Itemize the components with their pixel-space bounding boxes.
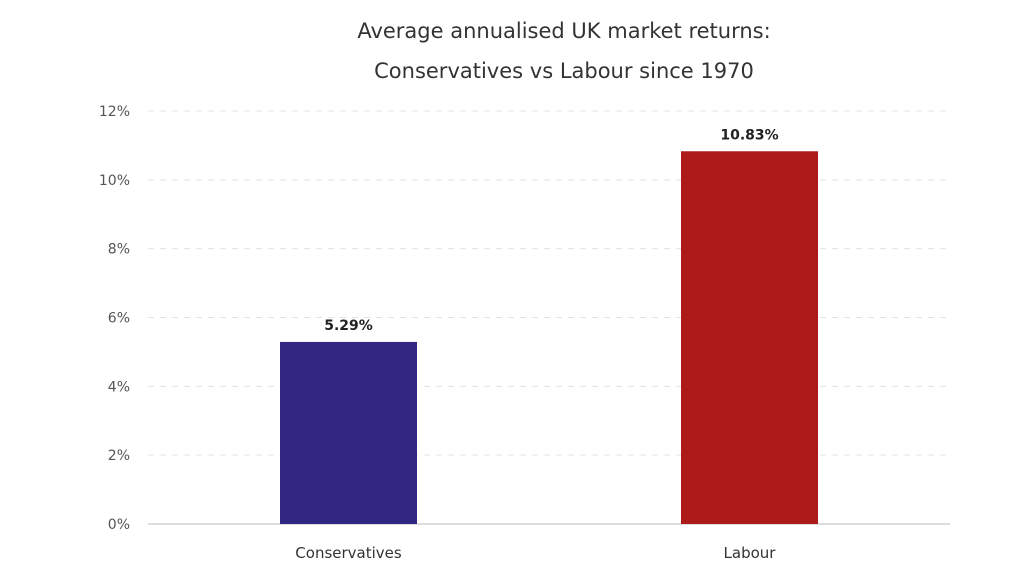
y-tick-label: 0% [108,517,130,533]
bar-conservatives [280,341,417,524]
x-tick-label: Labour [724,544,777,562]
y-tick-label: 6% [108,311,130,327]
y-tick-label: 4% [108,379,130,395]
data-label: 10.83% [720,127,778,143]
y-tick-label: 2% [108,448,130,464]
chart-title-line-2: Conservatives vs Labour since 1970 [374,59,754,83]
y-tick-label: 10% [99,173,130,189]
data-label: 5.29% [324,318,373,334]
chart-title-line-1: Average annualised UK market returns: [357,19,770,43]
x-tick-label: Conservatives [295,544,402,562]
y-tick-label: 8% [108,242,130,258]
bar-labour [681,151,818,524]
y-tick-label: 12% [99,104,130,120]
